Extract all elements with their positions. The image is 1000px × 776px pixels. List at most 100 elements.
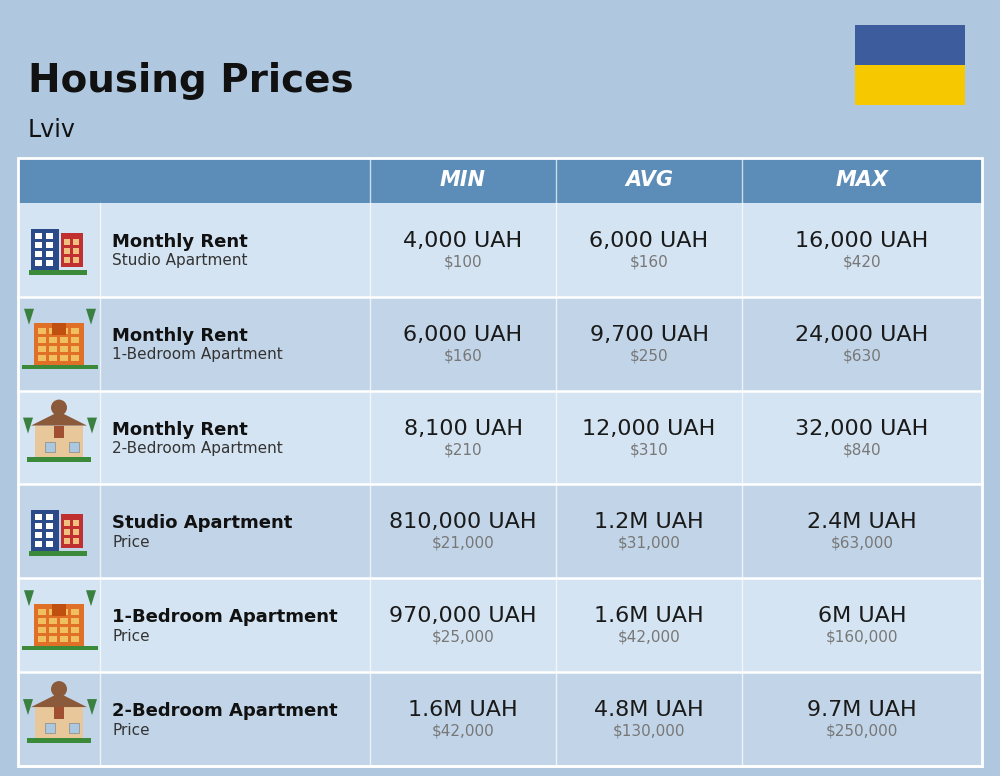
Bar [73, 539, 79, 545]
Text: 1.6M UAH: 1.6M UAH [408, 700, 518, 720]
Bar [60, 627, 68, 633]
Circle shape [51, 681, 67, 697]
Bar [22, 365, 98, 369]
Text: Price: Price [112, 535, 150, 550]
Bar [46, 233, 53, 239]
Polygon shape [86, 591, 96, 606]
Bar [855, 65, 965, 105]
Text: $31,000: $31,000 [618, 536, 680, 551]
Bar [60, 636, 68, 643]
Text: 16,000 UAH: 16,000 UAH [795, 231, 929, 251]
Bar [52, 605, 66, 616]
Bar [35, 532, 42, 539]
Bar [38, 337, 46, 343]
Polygon shape [31, 411, 87, 425]
Polygon shape [23, 417, 33, 434]
Polygon shape [87, 699, 97, 715]
Bar [35, 233, 42, 239]
Bar [49, 609, 57, 615]
Polygon shape [24, 591, 34, 606]
Bar [18, 578, 982, 672]
Text: 12,000 UAH: 12,000 UAH [582, 418, 716, 438]
Text: 2-Bedroom Apartment: 2-Bedroom Apartment [112, 702, 338, 720]
Text: Monthly Rent: Monthly Rent [112, 327, 248, 345]
Bar [29, 270, 87, 275]
Bar [60, 618, 68, 624]
Bar [35, 542, 42, 547]
Text: $21,000: $21,000 [432, 536, 494, 551]
Text: $420: $420 [843, 255, 881, 269]
Polygon shape [24, 309, 34, 324]
Bar [71, 636, 79, 643]
Text: 8,100 UAH: 8,100 UAH [404, 418, 522, 438]
Bar [18, 158, 982, 203]
Bar [35, 524, 42, 529]
Text: $840: $840 [843, 442, 881, 457]
Text: Price: Price [112, 629, 150, 644]
Bar [73, 248, 79, 254]
Bar [49, 618, 57, 624]
Text: Monthly Rent: Monthly Rent [112, 233, 248, 251]
Bar [69, 723, 79, 733]
Bar [46, 524, 53, 529]
Bar [18, 672, 982, 766]
Text: 1-Bedroom Apartment: 1-Bedroom Apartment [112, 347, 283, 362]
Bar [49, 636, 57, 643]
Bar [52, 323, 66, 334]
Bar [49, 327, 57, 334]
Bar [38, 636, 46, 643]
Bar [35, 514, 42, 521]
Bar [60, 355, 68, 361]
Bar [34, 605, 84, 646]
Text: 2.4M UAH: 2.4M UAH [807, 512, 917, 532]
Bar [38, 618, 46, 624]
Bar [60, 346, 68, 352]
Bar [60, 337, 68, 343]
Text: $25,000: $25,000 [432, 630, 494, 645]
Polygon shape [23, 699, 33, 715]
Text: $630: $630 [843, 348, 881, 363]
Bar [54, 707, 64, 719]
Text: Price: Price [112, 722, 150, 737]
Text: 6M UAH: 6M UAH [818, 606, 906, 626]
Bar [35, 260, 42, 266]
Text: 2-Bedroom Apartment: 2-Bedroom Apartment [112, 441, 283, 456]
Bar [49, 346, 57, 352]
Bar [49, 337, 57, 343]
Text: Lviv: Lviv [28, 118, 76, 142]
Bar [27, 456, 91, 462]
Bar [18, 297, 982, 390]
Text: 1.2M UAH: 1.2M UAH [594, 512, 704, 532]
Bar [64, 257, 70, 263]
Bar [64, 248, 70, 254]
Bar [73, 521, 79, 526]
Bar [73, 239, 79, 245]
Bar [34, 323, 84, 365]
Bar [46, 251, 53, 257]
Bar [71, 355, 79, 361]
Bar [31, 229, 59, 271]
Bar [54, 425, 64, 438]
Text: $63,000: $63,000 [830, 536, 894, 551]
Bar [38, 609, 46, 615]
Bar [71, 327, 79, 334]
Bar [855, 25, 965, 65]
Bar [60, 327, 68, 334]
Bar [71, 346, 79, 352]
Text: MAX: MAX [836, 171, 889, 190]
Text: $42,000: $42,000 [618, 630, 680, 645]
Bar [61, 233, 83, 267]
Bar [64, 529, 70, 535]
Bar [18, 158, 982, 766]
Bar [64, 239, 70, 245]
Bar [46, 260, 53, 266]
Bar [49, 355, 57, 361]
Text: $210: $210 [444, 442, 482, 457]
Text: 970,000 UAH: 970,000 UAH [389, 606, 537, 626]
Bar [35, 242, 42, 248]
Bar [69, 442, 79, 452]
Text: 9,700 UAH: 9,700 UAH [590, 324, 708, 345]
Text: $42,000: $42,000 [432, 723, 494, 739]
Bar [71, 609, 79, 615]
Bar [31, 511, 59, 553]
